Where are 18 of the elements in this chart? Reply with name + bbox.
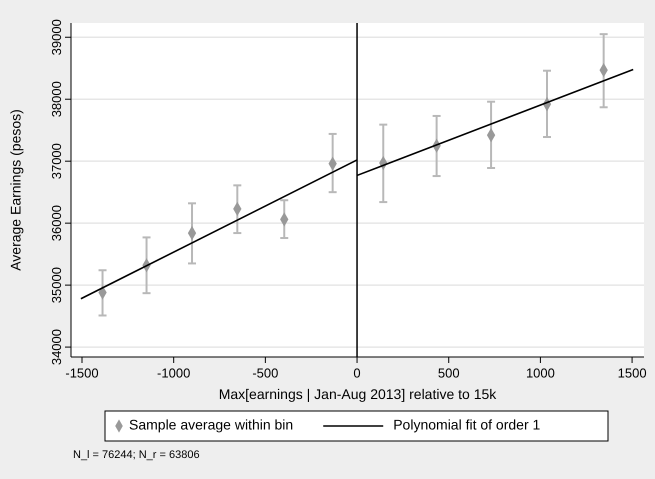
text: N_l = 76244; N_r = 63806 <box>73 449 200 461</box>
x-tick-label: 500 <box>438 366 460 381</box>
y-tick-label: 34000 <box>49 329 64 366</box>
y-tick-label: 37000 <box>49 143 64 180</box>
x-tick-label: -1500 <box>65 366 99 381</box>
x-tick-label: -1000 <box>157 366 190 381</box>
y-tick-label: 38000 <box>49 81 64 118</box>
x-tick-label: 1000 <box>526 366 555 381</box>
legend-label: Sample average within bin <box>129 416 294 433</box>
y-axis-title: Average Earnings (pesos) <box>8 109 24 271</box>
x-tick-label: 0 <box>353 366 361 381</box>
y-tick-label: 36000 <box>49 205 64 242</box>
x-axis-title: Max[earnings | Jan-Aug 2013] relative to 15k <box>218 386 498 402</box>
x-tick-label: -500 <box>252 366 278 381</box>
y-tick-label: 35000 <box>49 267 64 304</box>
y-tick-label: 39000 <box>49 19 64 56</box>
x-tick-label: 1500 <box>618 366 647 381</box>
legend-label: Polynomial fit of order 1 <box>393 416 540 433</box>
